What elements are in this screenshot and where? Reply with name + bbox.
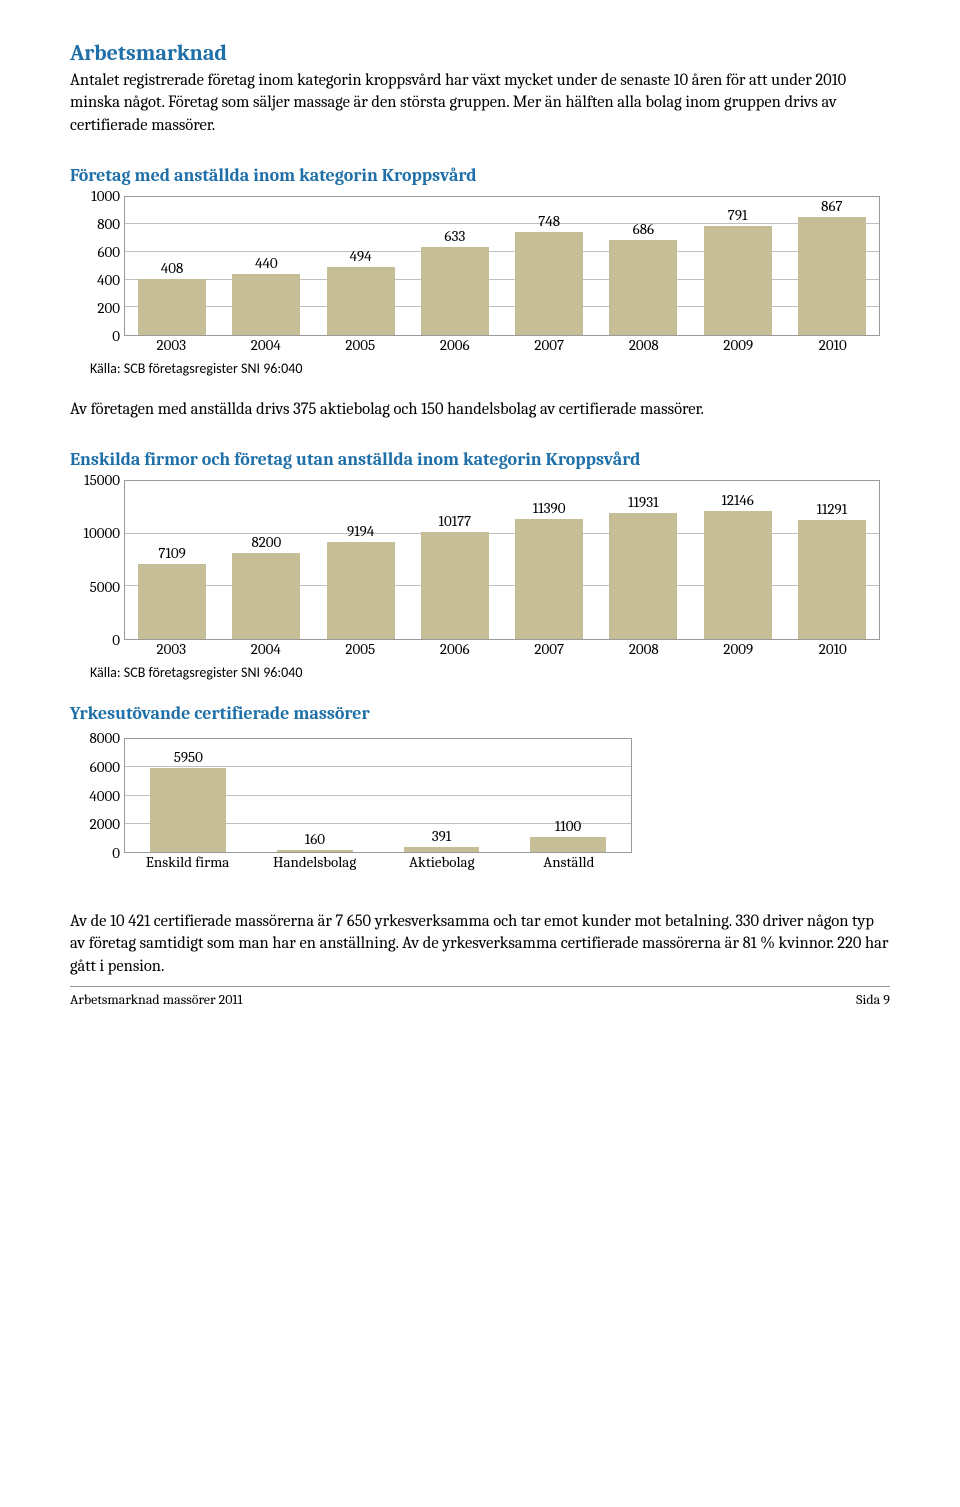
footer-right: Sida 9	[856, 991, 890, 1008]
bar-value-label: 11291	[817, 500, 848, 518]
axis-tick: 2006	[408, 640, 503, 658]
mid-paragraph: Av företagen med anställda drivs 375 akt…	[70, 399, 890, 421]
axis-tick: 15000	[84, 471, 120, 489]
axis-tick: 2004	[219, 336, 314, 354]
bar-value-label: 9194	[347, 522, 374, 540]
bar-value-label: 7109	[158, 544, 185, 562]
bar-value-label: 5950	[174, 748, 203, 766]
axis-tick: 2003	[124, 640, 219, 658]
bar-value-label: 12146	[721, 491, 753, 509]
page-title: Arbetsmarknad	[70, 40, 890, 66]
axis-tick: 4000	[89, 787, 120, 805]
bar-value-label: 160	[305, 830, 325, 848]
axis-tick: 10000	[84, 524, 120, 542]
chart-bar	[798, 217, 866, 335]
axis-tick: 0	[112, 327, 120, 345]
chart-bar	[327, 542, 395, 639]
axis-tick: 2005	[313, 336, 408, 354]
axis-tick: 2003	[124, 336, 219, 354]
axis-tick: 0	[112, 844, 120, 862]
axis-tick: 800	[97, 215, 120, 233]
bar-value-label: 11931	[628, 493, 658, 511]
axis-tick: 2006	[408, 336, 503, 354]
chart-bar	[609, 513, 677, 639]
chart-bar	[277, 850, 353, 852]
bar-value-label: 408	[161, 259, 183, 277]
axis-tick: 2010	[786, 640, 881, 658]
bar-value-label: 748	[538, 212, 560, 230]
chart-bar	[530, 837, 606, 853]
axis-tick: 2004	[219, 640, 314, 658]
axis-tick: 2007	[502, 640, 597, 658]
axis-tick: Aktiebolag	[378, 853, 505, 871]
axis-tick: 5000	[90, 578, 120, 596]
bar-value-label: 791	[728, 206, 748, 224]
bar-value-label: 867	[821, 197, 842, 215]
chart1-title: Företag med anställda inom kategorin Kro…	[70, 165, 890, 186]
axis-tick: 0	[112, 631, 120, 649]
axis-tick: 2008	[597, 640, 692, 658]
axis-tick: 2009	[691, 336, 786, 354]
bar-value-label: 494	[350, 247, 372, 265]
chart1-source: Källa: SCB företagsregister SNI 96:040	[90, 360, 890, 377]
chart1: 408440494633748686791867 020040060080010…	[70, 196, 890, 354]
chart-bar	[232, 553, 300, 639]
bar-value-label: 633	[444, 227, 465, 245]
bar-value-label: 440	[255, 254, 278, 272]
axis-tick: 600	[97, 243, 120, 261]
axis-tick: 400	[97, 271, 120, 289]
chart3: 59501603911100 02000400060008000 Enskild…	[70, 738, 890, 871]
axis-tick: 2008	[597, 336, 692, 354]
axis-tick: 8000	[89, 729, 120, 747]
chart-bar	[150, 768, 226, 852]
footer-left: Arbetsmarknad massörer 2011	[70, 991, 243, 1008]
axis-tick: 6000	[90, 758, 120, 776]
chart-bar	[327, 267, 395, 335]
chart-bar	[421, 532, 489, 639]
axis-tick: Anställd	[505, 853, 632, 871]
bar-value-label: 1100	[555, 817, 581, 835]
chart-bar	[609, 240, 677, 335]
axis-tick: Enskild firma	[124, 853, 251, 871]
chart-bar	[138, 279, 206, 335]
chart-bar	[138, 564, 206, 639]
axis-tick: 1000	[91, 187, 120, 205]
axis-tick: 2000	[90, 815, 120, 833]
axis-tick: 2009	[691, 640, 786, 658]
chart2-title: Enskilda firmor och företag utan anställ…	[70, 449, 890, 470]
page-footer: Arbetsmarknad massörer 2011 Sida 9	[70, 986, 890, 1008]
bar-value-label: 11390	[533, 499, 566, 517]
chart-bar	[798, 520, 866, 639]
axis-tick: Handelsbolag	[251, 853, 378, 871]
axis-tick: 2010	[786, 336, 881, 354]
intro-paragraph: Antalet registrerade företag inom katego…	[70, 70, 890, 137]
axis-tick: 2005	[313, 640, 408, 658]
bar-value-label: 686	[633, 220, 654, 238]
chart-bar	[421, 247, 489, 334]
chart-bar	[232, 274, 300, 335]
axis-tick: 2007	[502, 336, 597, 354]
chart-bar	[515, 232, 583, 335]
chart2: 7109 8200 9194 10177 11390 11931 12146 11291 0 5…	[70, 480, 890, 658]
chart2-source: Källa: SCB företagsregister SNI 96:040	[90, 664, 890, 681]
chart3-title: Yrkesutövande certifierade massörer	[70, 703, 890, 724]
bar-value-label: 10177	[439, 512, 472, 530]
closing-paragraph: Av de 10 421 certifierade massörerna är …	[70, 911, 890, 978]
chart-bar	[404, 847, 480, 853]
axis-tick: 200	[97, 299, 120, 317]
bar-value-label: 391	[432, 827, 452, 845]
bar-value-label: 8200	[251, 533, 281, 551]
chart-bar	[515, 519, 583, 639]
chart-bar	[704, 226, 772, 335]
chart-bar	[704, 511, 772, 639]
